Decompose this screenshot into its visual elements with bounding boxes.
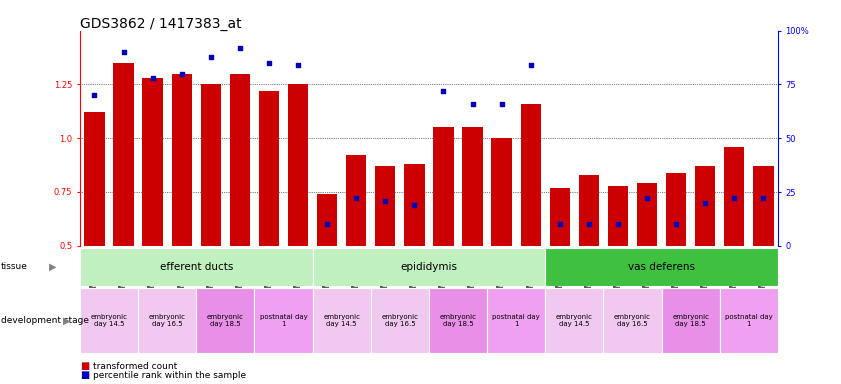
Bar — [346, 156, 367, 246]
Point — [117, 49, 130, 55]
Bar — [433, 127, 453, 246]
Text: embryonic
day 14.5: embryonic day 14.5 — [91, 314, 128, 327]
Bar — [114, 63, 134, 246]
Bar — [288, 84, 308, 246]
Bar — [720, 288, 778, 353]
Point — [291, 62, 304, 68]
Text: embryonic
day 16.5: embryonic day 16.5 — [614, 314, 651, 327]
Bar — [259, 91, 279, 246]
Bar — [80, 288, 138, 353]
Bar — [608, 185, 628, 246]
Text: development stage: development stage — [1, 316, 89, 325]
Text: ■: ■ — [80, 370, 89, 380]
Bar — [545, 288, 603, 353]
Bar — [313, 248, 545, 286]
Bar — [230, 74, 250, 246]
Text: efferent ducts: efferent ducts — [160, 262, 233, 272]
Point — [640, 195, 653, 202]
Bar — [172, 74, 192, 246]
Point — [233, 45, 246, 51]
Bar — [662, 288, 720, 353]
Text: embryonic
day 14.5: embryonic day 14.5 — [556, 314, 593, 327]
Point — [320, 221, 334, 227]
Bar — [371, 288, 429, 353]
Bar — [550, 188, 570, 246]
Bar — [80, 248, 313, 286]
Bar — [317, 194, 337, 246]
Bar — [695, 166, 716, 246]
Text: percentile rank within the sample: percentile rank within the sample — [93, 371, 246, 380]
Point — [436, 88, 450, 94]
Point — [669, 221, 683, 227]
Bar — [521, 104, 541, 246]
Bar — [487, 288, 545, 353]
Bar — [313, 288, 371, 353]
Bar — [201, 84, 221, 246]
Point — [350, 195, 363, 202]
Bar — [579, 175, 599, 246]
Text: transformed count: transformed count — [93, 362, 177, 371]
Point — [699, 200, 712, 206]
Bar — [666, 173, 686, 246]
Bar — [545, 248, 778, 286]
Point — [262, 60, 276, 66]
Text: ■: ■ — [80, 361, 89, 371]
Text: tissue: tissue — [1, 262, 28, 271]
Text: embryonic
day 18.5: embryonic day 18.5 — [672, 314, 709, 327]
Bar — [724, 147, 744, 246]
Bar — [138, 288, 196, 353]
Point — [495, 101, 508, 107]
Point — [757, 195, 770, 202]
Text: GDS3862 / 1417383_at: GDS3862 / 1417383_at — [80, 17, 241, 31]
Point — [727, 195, 741, 202]
Bar — [84, 113, 104, 246]
Point — [408, 202, 421, 208]
Bar — [463, 127, 483, 246]
Point — [524, 62, 537, 68]
Bar — [603, 288, 662, 353]
Point — [378, 197, 392, 204]
Text: embryonic
day 18.5: embryonic day 18.5 — [440, 314, 477, 327]
Text: ▶: ▶ — [63, 316, 71, 326]
Text: postnatal day
1: postnatal day 1 — [260, 314, 307, 327]
Text: vas deferens: vas deferens — [628, 262, 696, 272]
Point — [87, 92, 101, 98]
Text: postnatal day
1: postnatal day 1 — [492, 314, 540, 327]
Point — [553, 221, 567, 227]
Text: embryonic
day 14.5: embryonic day 14.5 — [323, 314, 360, 327]
Text: embryonic
day 16.5: embryonic day 16.5 — [149, 314, 186, 327]
Text: embryonic
day 16.5: embryonic day 16.5 — [381, 314, 418, 327]
Text: epididymis: epididymis — [400, 262, 458, 272]
Text: embryonic
day 18.5: embryonic day 18.5 — [207, 314, 244, 327]
Point — [582, 221, 595, 227]
Point — [611, 221, 625, 227]
Bar — [429, 288, 487, 353]
Point — [466, 101, 479, 107]
Text: ▶: ▶ — [49, 262, 56, 272]
Bar — [405, 164, 425, 246]
Bar — [196, 288, 254, 353]
Point — [145, 75, 159, 81]
Bar — [254, 288, 313, 353]
Text: postnatal day
1: postnatal day 1 — [725, 314, 773, 327]
Bar — [375, 166, 395, 246]
Bar — [142, 78, 163, 246]
Bar — [637, 184, 657, 246]
Bar — [754, 166, 774, 246]
Point — [175, 71, 188, 77]
Bar — [491, 138, 512, 246]
Point — [204, 53, 218, 60]
